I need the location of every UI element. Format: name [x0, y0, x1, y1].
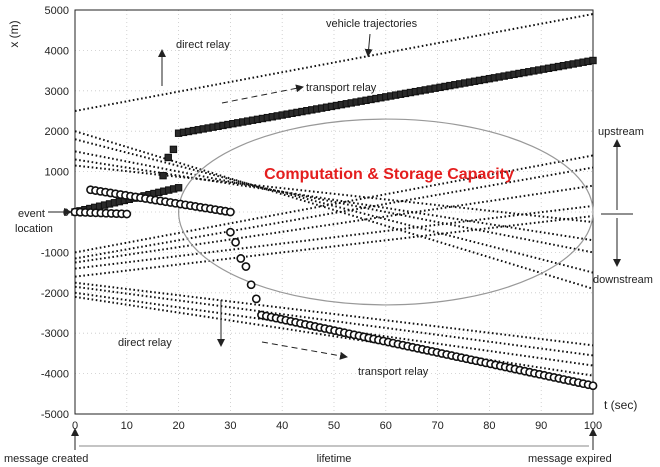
vehicle-trajectory [74, 166, 594, 260]
y-axis-label: x (m) [7, 20, 21, 47]
x-tick-label: 80 [483, 420, 495, 432]
vehicle-trajectory [74, 138, 594, 274]
vehicle-trajectory [74, 204, 594, 270]
direct-relay-top-label: direct relay [176, 39, 230, 51]
y-tick-labels: 5000 4000 3000 2000 1000 0 -1000 -2000 -3000 -400… [41, 5, 69, 421]
y-tick-label: 5000 [45, 5, 69, 17]
x-tick-label: 0 [72, 420, 78, 432]
vehicle-trajectory [74, 184, 594, 264]
x-tick-label: 40 [276, 420, 288, 432]
transport-relay-bottom-arrow [261, 341, 348, 360]
relay-point-marker [236, 254, 246, 263]
downstream-label: downstream [593, 274, 653, 286]
y-tick-label: -1000 [41, 247, 69, 259]
lifetime-label: lifetime [317, 453, 352, 465]
transport-relay-top-label: transport relay [306, 82, 377, 94]
relay-path-marker [122, 209, 132, 219]
relay-point-marker [246, 280, 256, 290]
message-expired-label: message expired [528, 453, 612, 465]
vehicle-trajectories-arrow [364, 33, 373, 57]
transport-relay-bottom-label: transport relay [358, 366, 429, 378]
x-tick-label: 70 [431, 420, 443, 432]
x-tick-label: 10 [121, 420, 133, 432]
x-tick-label: 50 [328, 420, 340, 432]
relay-path-marker [588, 381, 598, 391]
upstream-label: upstream [598, 126, 644, 138]
direct-relay-bottom-label: direct relay [118, 337, 172, 349]
x-tick-labels: 0 10 20 30 40 50 60 70 80 90 100 [72, 420, 602, 432]
x-axis-label: t (sec) [604, 398, 637, 412]
y-tick-label: -4000 [41, 369, 69, 381]
x-tick-label: 20 [172, 420, 184, 432]
x-tick-label: 30 [224, 420, 236, 432]
relay-point-marker [225, 227, 235, 237]
relay-path-marker [225, 207, 235, 217]
y-tick-label: -3000 [41, 328, 69, 340]
y-tick-label: -5000 [41, 409, 69, 421]
vehicle-trajectory [74, 215, 594, 278]
relay-path-marker [174, 184, 183, 192]
relay-point-marker [251, 294, 261, 304]
vehicle-trajectories-label: vehicle trajectories [326, 18, 418, 30]
vehicle-trajectory [74, 164, 594, 224]
relay-point-marker [164, 153, 172, 162]
transport-relay-top-arrow [221, 84, 304, 104]
relay-markers [70, 56, 598, 391]
y-tick-label: 0 [63, 207, 69, 219]
y-tick-label: 4000 [45, 45, 69, 57]
relay-point-marker [241, 262, 251, 271]
vehicle-trajectory [74, 158, 594, 242]
capacity-label: Computation & Storage Capacity [264, 166, 514, 183]
x-tick-label: 100 [584, 420, 602, 432]
x-tick-label: 90 [535, 420, 547, 432]
y-tick-label: 1000 [45, 167, 69, 179]
grid-lines [75, 10, 593, 414]
y-tick-label: -2000 [41, 288, 69, 300]
x-tick-label: 60 [380, 420, 392, 432]
vehicle-trajectory [74, 281, 594, 347]
y-tick-label: 2000 [45, 126, 69, 138]
location-label: location [15, 223, 53, 235]
relay-path-marker [589, 56, 597, 65]
message-created-label: message created [4, 453, 88, 465]
relay-point-marker [159, 171, 167, 180]
capacity-ellipse [177, 118, 594, 306]
vehicle-trajectory [74, 285, 594, 357]
y-tick-label: 3000 [45, 86, 69, 98]
relay-point-marker [231, 237, 240, 247]
event-label: event [18, 208, 45, 220]
vehicle-trajectory [74, 295, 594, 377]
relay-point-marker [169, 145, 178, 154]
